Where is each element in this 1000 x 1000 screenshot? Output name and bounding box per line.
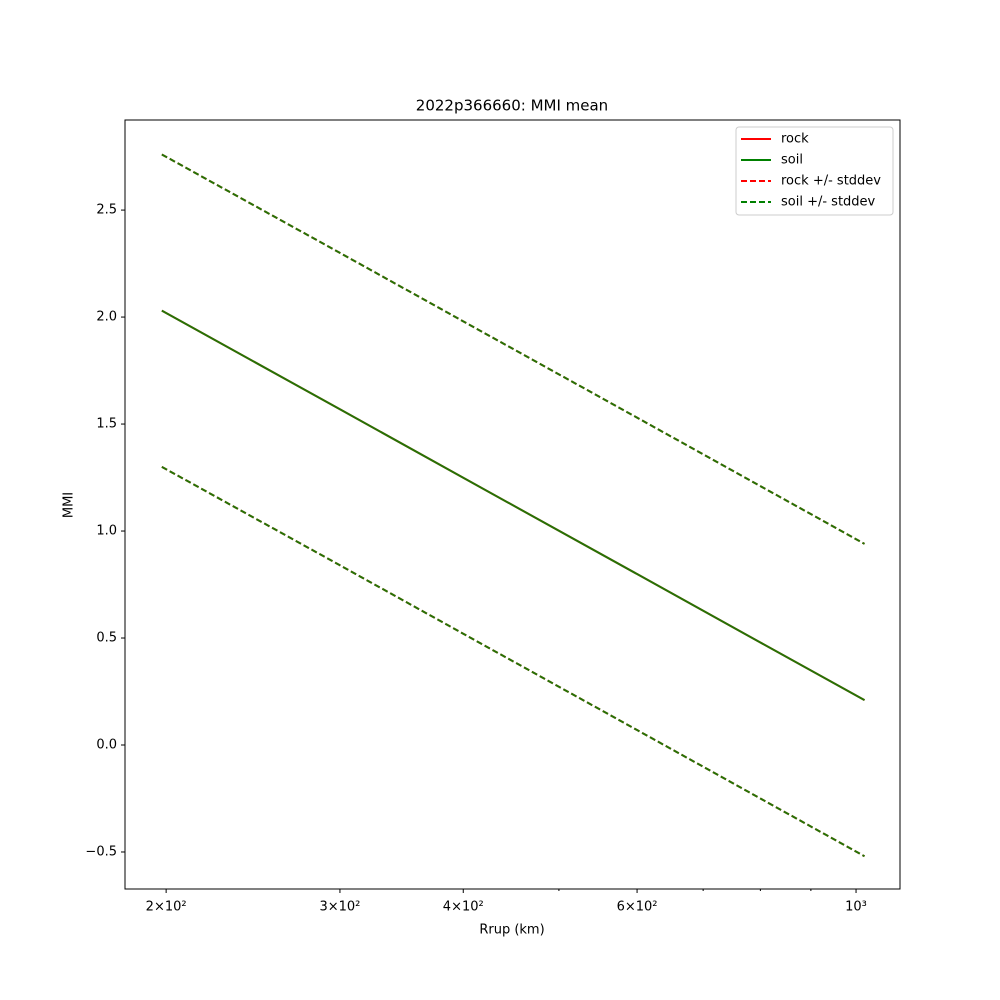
series-line <box>161 153 866 545</box>
legend: rock soil rock +/- stddev soil +/- stddev <box>735 126 894 216</box>
y-tick-label: 0.0 <box>96 737 117 752</box>
x-tick-label: 6×10² <box>617 900 658 915</box>
chart-title: 2022p366660: MMI mean <box>416 97 608 115</box>
legend-label: rock +/- stddev <box>781 174 881 189</box>
series-line <box>161 309 866 701</box>
legend-label: soil +/- stddev <box>781 195 876 210</box>
legend-label: rock <box>781 132 809 147</box>
x-tick-label: 4×10² <box>443 900 484 915</box>
y-tick-label: 1.0 <box>96 524 117 539</box>
y-tick-label: 2.0 <box>96 310 117 325</box>
plot-frame <box>124 119 901 890</box>
y-axis-label: MMI <box>62 492 77 518</box>
y-tick-label: −0.5 <box>85 844 117 859</box>
y-tick-label: 2.5 <box>96 203 117 218</box>
legend-box <box>735 126 894 216</box>
x-tick-label: 2×10² <box>146 900 187 915</box>
y-tick-label: 1.5 <box>96 417 117 432</box>
x-tick-label: 3×10² <box>319 900 360 915</box>
series-line <box>161 465 866 858</box>
legend-label: soil <box>781 153 803 168</box>
y-tick-label: 0.5 <box>96 631 117 646</box>
x-axis-label: Rrup (km) <box>479 923 544 938</box>
x-tick-label: 10³ <box>845 900 867 915</box>
